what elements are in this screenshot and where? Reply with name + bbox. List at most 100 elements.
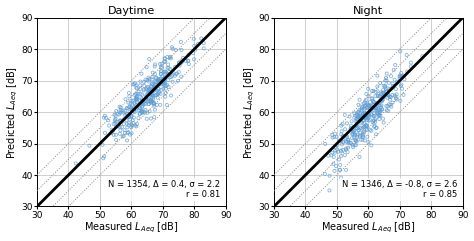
Point bbox=[146, 92, 154, 96]
Point bbox=[161, 83, 169, 87]
Point bbox=[158, 82, 165, 86]
Point bbox=[355, 103, 362, 107]
Point bbox=[369, 106, 377, 109]
Point bbox=[150, 102, 157, 106]
Point bbox=[126, 110, 133, 114]
Point bbox=[135, 90, 142, 94]
Point bbox=[150, 115, 158, 119]
Point bbox=[377, 98, 385, 102]
Point bbox=[352, 114, 359, 118]
Point bbox=[147, 101, 155, 105]
Point bbox=[378, 98, 386, 102]
Point bbox=[366, 100, 374, 104]
Point bbox=[173, 72, 181, 75]
Point bbox=[364, 103, 372, 107]
Point bbox=[149, 100, 156, 104]
Point bbox=[166, 75, 173, 79]
Point bbox=[384, 96, 392, 100]
Point bbox=[376, 99, 384, 103]
Point bbox=[383, 92, 391, 96]
Point bbox=[158, 62, 165, 66]
Point bbox=[158, 88, 165, 92]
Point bbox=[360, 119, 368, 122]
Point bbox=[374, 74, 381, 78]
Point bbox=[121, 109, 129, 113]
Point bbox=[137, 108, 145, 112]
Point bbox=[369, 106, 376, 110]
Point bbox=[361, 104, 369, 108]
Point bbox=[138, 104, 146, 108]
Point bbox=[116, 132, 124, 136]
Point bbox=[372, 132, 380, 136]
Point bbox=[131, 101, 138, 105]
Point bbox=[112, 117, 119, 120]
Point bbox=[363, 125, 370, 128]
Point bbox=[363, 101, 370, 105]
Point bbox=[374, 111, 381, 114]
Point bbox=[372, 94, 379, 98]
Point bbox=[140, 89, 147, 93]
Title: Night: Night bbox=[353, 6, 383, 16]
Point bbox=[144, 111, 151, 115]
Point bbox=[353, 112, 361, 115]
Point bbox=[353, 117, 360, 121]
Point bbox=[169, 47, 176, 51]
Point bbox=[383, 89, 390, 93]
Point bbox=[154, 96, 162, 100]
Point bbox=[145, 102, 153, 106]
Point bbox=[384, 109, 392, 113]
Point bbox=[343, 135, 351, 139]
Point bbox=[166, 55, 174, 59]
Point bbox=[161, 56, 168, 60]
Point bbox=[337, 139, 345, 143]
Point bbox=[145, 95, 153, 99]
Point bbox=[380, 84, 388, 88]
Point bbox=[118, 109, 126, 113]
Point bbox=[370, 114, 377, 117]
Point bbox=[360, 115, 367, 119]
Point bbox=[146, 88, 154, 92]
Point bbox=[367, 143, 375, 147]
Point bbox=[111, 118, 118, 122]
Point bbox=[328, 133, 336, 137]
Point bbox=[377, 91, 385, 94]
Point bbox=[384, 93, 392, 97]
Point bbox=[128, 111, 136, 115]
Point bbox=[143, 86, 151, 89]
Point bbox=[363, 124, 371, 128]
Point bbox=[149, 75, 156, 79]
Point bbox=[125, 101, 132, 105]
Point bbox=[164, 55, 171, 59]
Point bbox=[392, 94, 399, 98]
Point bbox=[102, 116, 110, 120]
Point bbox=[160, 87, 167, 91]
Point bbox=[330, 135, 338, 139]
Point bbox=[349, 132, 357, 136]
X-axis label: Measured $L_{Aeq}$ [dB]: Measured $L_{Aeq}$ [dB] bbox=[321, 221, 416, 235]
Point bbox=[342, 136, 349, 140]
Point bbox=[350, 130, 358, 134]
Point bbox=[383, 72, 391, 75]
Point bbox=[118, 125, 126, 129]
Point bbox=[147, 117, 155, 120]
Point bbox=[388, 105, 395, 109]
Point bbox=[360, 130, 367, 134]
Point bbox=[401, 77, 408, 81]
Point bbox=[354, 135, 361, 139]
Point bbox=[155, 79, 163, 83]
Point bbox=[363, 92, 370, 96]
Point bbox=[369, 99, 377, 103]
Point bbox=[354, 113, 361, 117]
Point bbox=[152, 80, 160, 84]
Point bbox=[128, 99, 135, 103]
Point bbox=[329, 162, 337, 166]
Point bbox=[146, 57, 153, 61]
Point bbox=[154, 92, 161, 96]
Point bbox=[177, 75, 185, 79]
Point bbox=[358, 107, 365, 110]
Point bbox=[152, 94, 159, 97]
Point bbox=[333, 135, 340, 139]
Point bbox=[143, 117, 151, 121]
Point bbox=[355, 114, 363, 118]
Point bbox=[371, 124, 378, 128]
